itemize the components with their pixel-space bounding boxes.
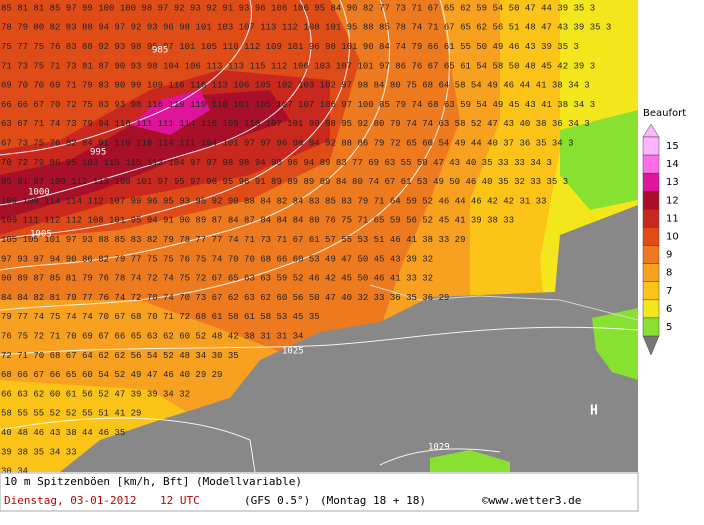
legend-swatch [642,136,660,156]
footer-title: 10 m Spitzenböen [km/h, Bft] (Modellvari… [4,475,302,488]
footer-run: (Montag 18 + 18) [320,494,426,507]
value-row: 67 73 75 76 82 84 91 110 118 114 111 104… [1,138,574,148]
value-row: 85 81 81 85 97 99 100 100 98 97 92 93 92… [1,3,595,13]
footer-model: (GFS 0.5°) [244,494,310,507]
legend-title: Beaufort [643,108,686,119]
value-row: 70 72 79 86 95 103 115 115 112 104 97 97… [1,158,552,168]
value-row: 105 105 101 97 93 88 85 83 82 79 78 77 7… [1,235,465,245]
value-row: 58 55 55 52 52 55 51 41 29 [1,409,141,419]
field-13 [130,90,210,135]
isobar-label: 985 [152,46,168,56]
isobar-label: 1000 [28,188,50,198]
legend-swatch [642,317,660,337]
isobar [0,0,350,241]
legend-swatch [642,281,660,301]
value-row: 109 111 112 112 108 101 95 94 91 90 89 8… [1,216,514,226]
isobar-labels: 985 995 1000 1005 1025 1029 H [28,46,598,453]
legend-label: 14 [666,159,679,170]
legend-swatch [642,263,660,282]
value-row: 71 73 75 71 73 81 87 90 93 98 104 106 11… [1,61,595,71]
isobar-label: 1005 [30,230,52,240]
legend-swatch [642,154,660,174]
legend-label: 11 [666,213,679,224]
isobar [379,448,501,466]
value-row: 68 66 67 66 65 60 54 52 49 47 46 40 29 2… [1,370,222,380]
footer-box [0,472,639,512]
field-12 [0,90,290,220]
legend-swatch [642,299,660,319]
value-row: 109 108 114 114 112 107 99 96 95 93 95 9… [1,196,547,206]
field-5-east [592,308,638,380]
legend-label: 5 [666,322,672,333]
value-grid: 85 81 81 85 97 99 100 100 98 97 92 93 92… [1,3,611,476]
map-field [0,0,639,473]
isobar [0,0,312,206]
value-row: 66 63 62 60 61 56 52 47 39 39 34 32 [1,389,190,399]
value-row: 97 93 97 94 90 86 82 79 77 75 75 76 75 7… [1,254,433,264]
legend-label: 15 [666,141,679,152]
pressure-center: H [590,404,598,419]
isobar-label: 995 [90,148,106,158]
field-5-south [430,450,510,472]
legend-label: 13 [666,177,679,188]
legend-label: 10 [666,232,679,243]
value-row: 90 89 87 85 81 79 76 78 74 72 74 75 72 6… [1,274,433,284]
legend-swatch [642,245,660,264]
value-row: 69 70 70 69 71 79 83 90 99 109 116 116 1… [1,81,590,91]
legend-label: 7 [666,286,672,297]
value-row: 30 34 [1,467,28,477]
legend-label: 8 [666,268,672,279]
isobar-label: 1025 [282,347,304,357]
value-row: 63 67 71 74 73 79 94 110 111 111 114 116… [1,119,590,129]
legend-swatch [642,172,660,192]
legend-swatch [642,209,660,228]
value-row: 40 48 46 43 38 44 46 35 [1,428,125,438]
legend: Beaufort 15 14 13 12 11 10 9 8 7 6 5 [642,108,686,356]
value-row: 84 84 82 81 79 77 76 74 72 70 74 70 73 6… [1,293,449,303]
isobar [0,0,390,271]
isobar [0,0,252,156]
legend-label: 9 [666,250,672,261]
isobar-label: 1029 [428,443,450,453]
isobar [0,326,639,356]
footer-time: 12 UTC [160,494,200,507]
value-row: 39 38 35 34 33 [1,447,77,457]
land-mask [60,205,638,472]
footer-date: Dienstag, 03-01-2012 [4,494,136,507]
value-row: 78 79 80 82 83 88 94 97 92 93 96 98 101 … [1,23,611,33]
field-5 [560,110,638,210]
value-row: 76 75 72 71 70 69 67 66 65 63 62 60 52 4… [1,331,303,341]
value-row: 66 66 67 70 72 75 83 93 98 116 119 119 1… [1,100,595,110]
legend-swatch [642,191,660,210]
coastline [369,284,639,321]
value-row: 79 77 74 75 74 74 70 67 68 70 71 72 68 6… [1,312,320,322]
legend-swatch [642,227,660,246]
footer-source: ©www.wetter3.de [482,494,581,507]
value-row: 72 71 70 68 67 64 62 62 56 54 52 48 34 3… [1,351,239,361]
legend-label: 6 [666,304,672,315]
legend-label: 12 [666,195,679,206]
value-row: 75 77 75 76 83 88 92 93 98 95 97 101 105… [1,42,579,52]
isobar [0,417,256,473]
value-row: 85 91 97 109 112 113 108 101 97 95 97 96… [1,177,568,187]
isobar [0,0,450,311]
